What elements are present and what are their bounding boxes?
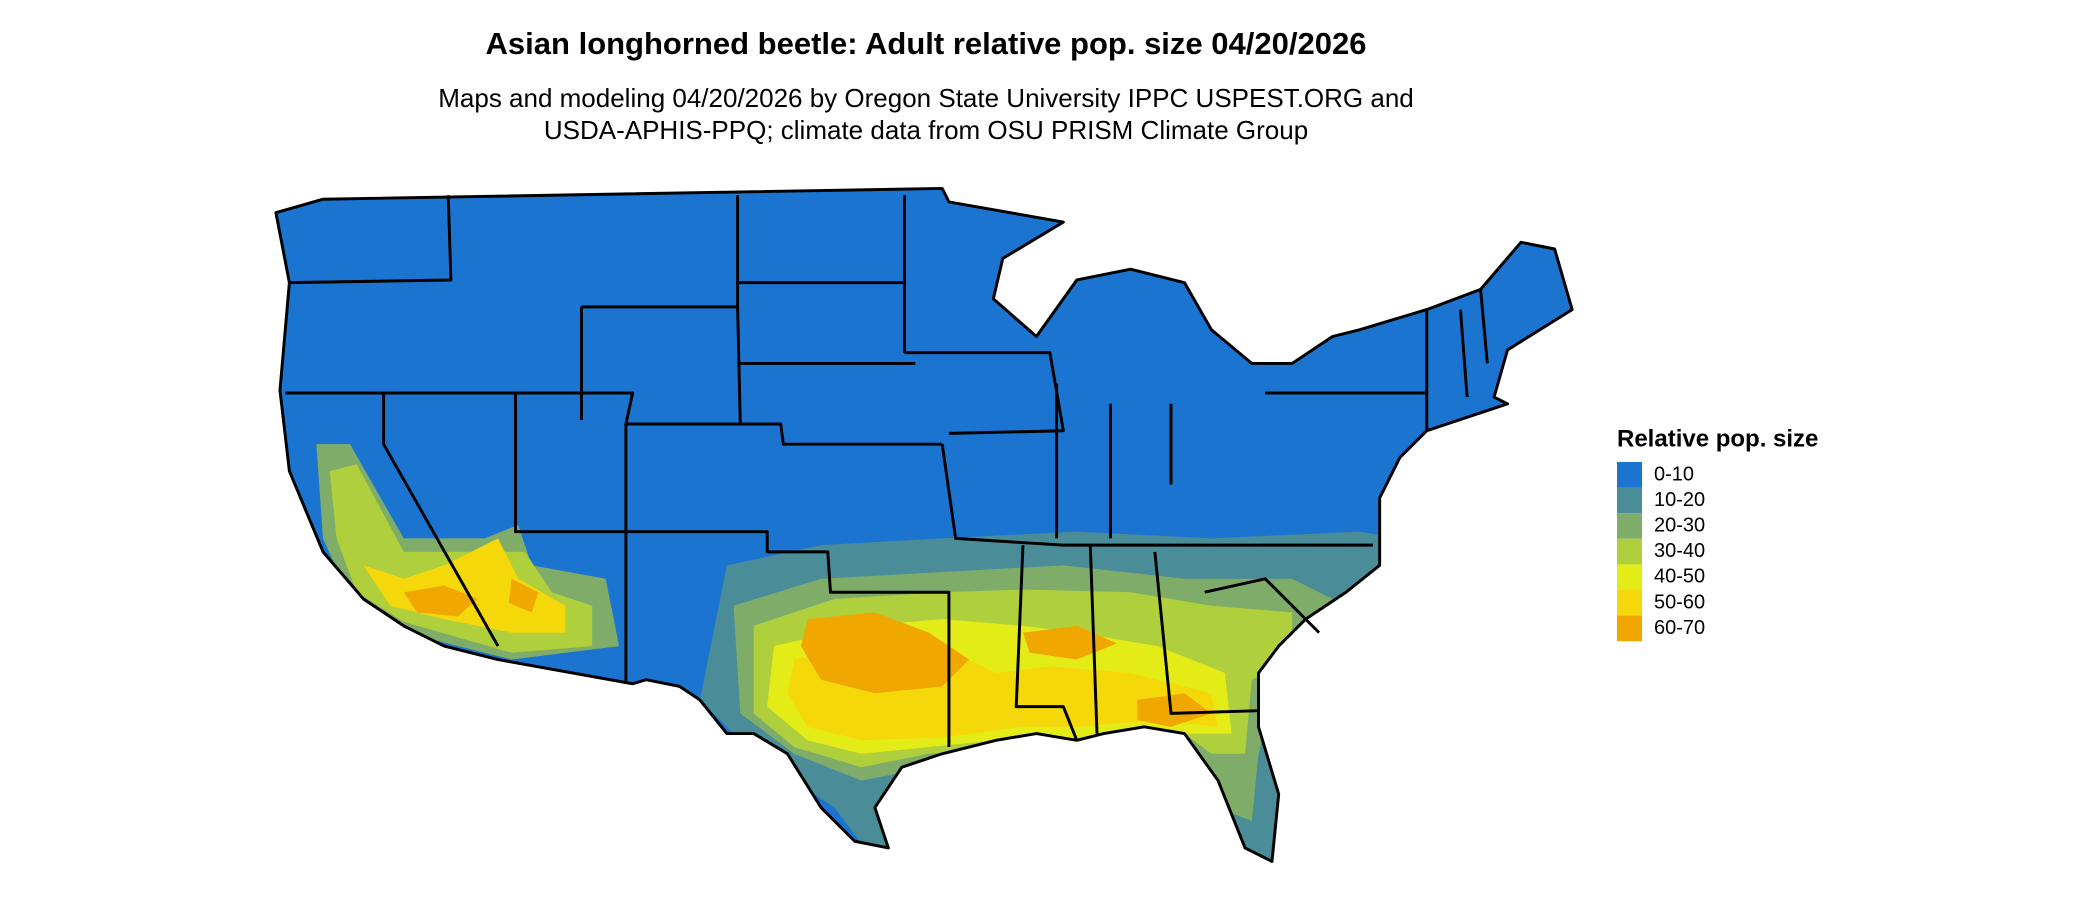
legend-label: 10-20 xyxy=(1654,489,1705,511)
region xyxy=(275,188,1573,862)
legend-label: 0-10 xyxy=(1654,463,1694,485)
legend-label: 40-50 xyxy=(1654,566,1705,588)
legend-swatch xyxy=(1617,538,1642,565)
legend-swatch xyxy=(1617,564,1642,590)
us-map xyxy=(274,186,1574,863)
state-borders xyxy=(285,195,1489,748)
map-regions xyxy=(275,188,1573,862)
legend-swatch xyxy=(1617,462,1642,488)
region xyxy=(800,612,1212,727)
legend-label: 30-40 xyxy=(1654,540,1705,562)
legend-label: 20-30 xyxy=(1654,514,1705,536)
legend-swatch xyxy=(1617,487,1642,514)
legend-label: 50-60 xyxy=(1654,591,1705,613)
legend-label: 60-70 xyxy=(1654,617,1705,639)
legend-swatch xyxy=(1617,590,1642,616)
legend: 0-10 10-20 20-30 30-40 40-50 50-60 60-70 xyxy=(1617,462,1705,642)
map-title: Asian longhorned beetle: Adult relative … xyxy=(486,26,1367,61)
map-subtitle: USDA-APHIS-PPQ; climate data from OSU PR… xyxy=(544,115,1308,145)
map-subtitle: Maps and modeling 04/20/2026 by Oregon S… xyxy=(438,83,1414,113)
legend-swatch xyxy=(1617,615,1642,642)
legend-title: Relative pop. size xyxy=(1617,425,1818,452)
legend-swatch xyxy=(1617,513,1642,539)
